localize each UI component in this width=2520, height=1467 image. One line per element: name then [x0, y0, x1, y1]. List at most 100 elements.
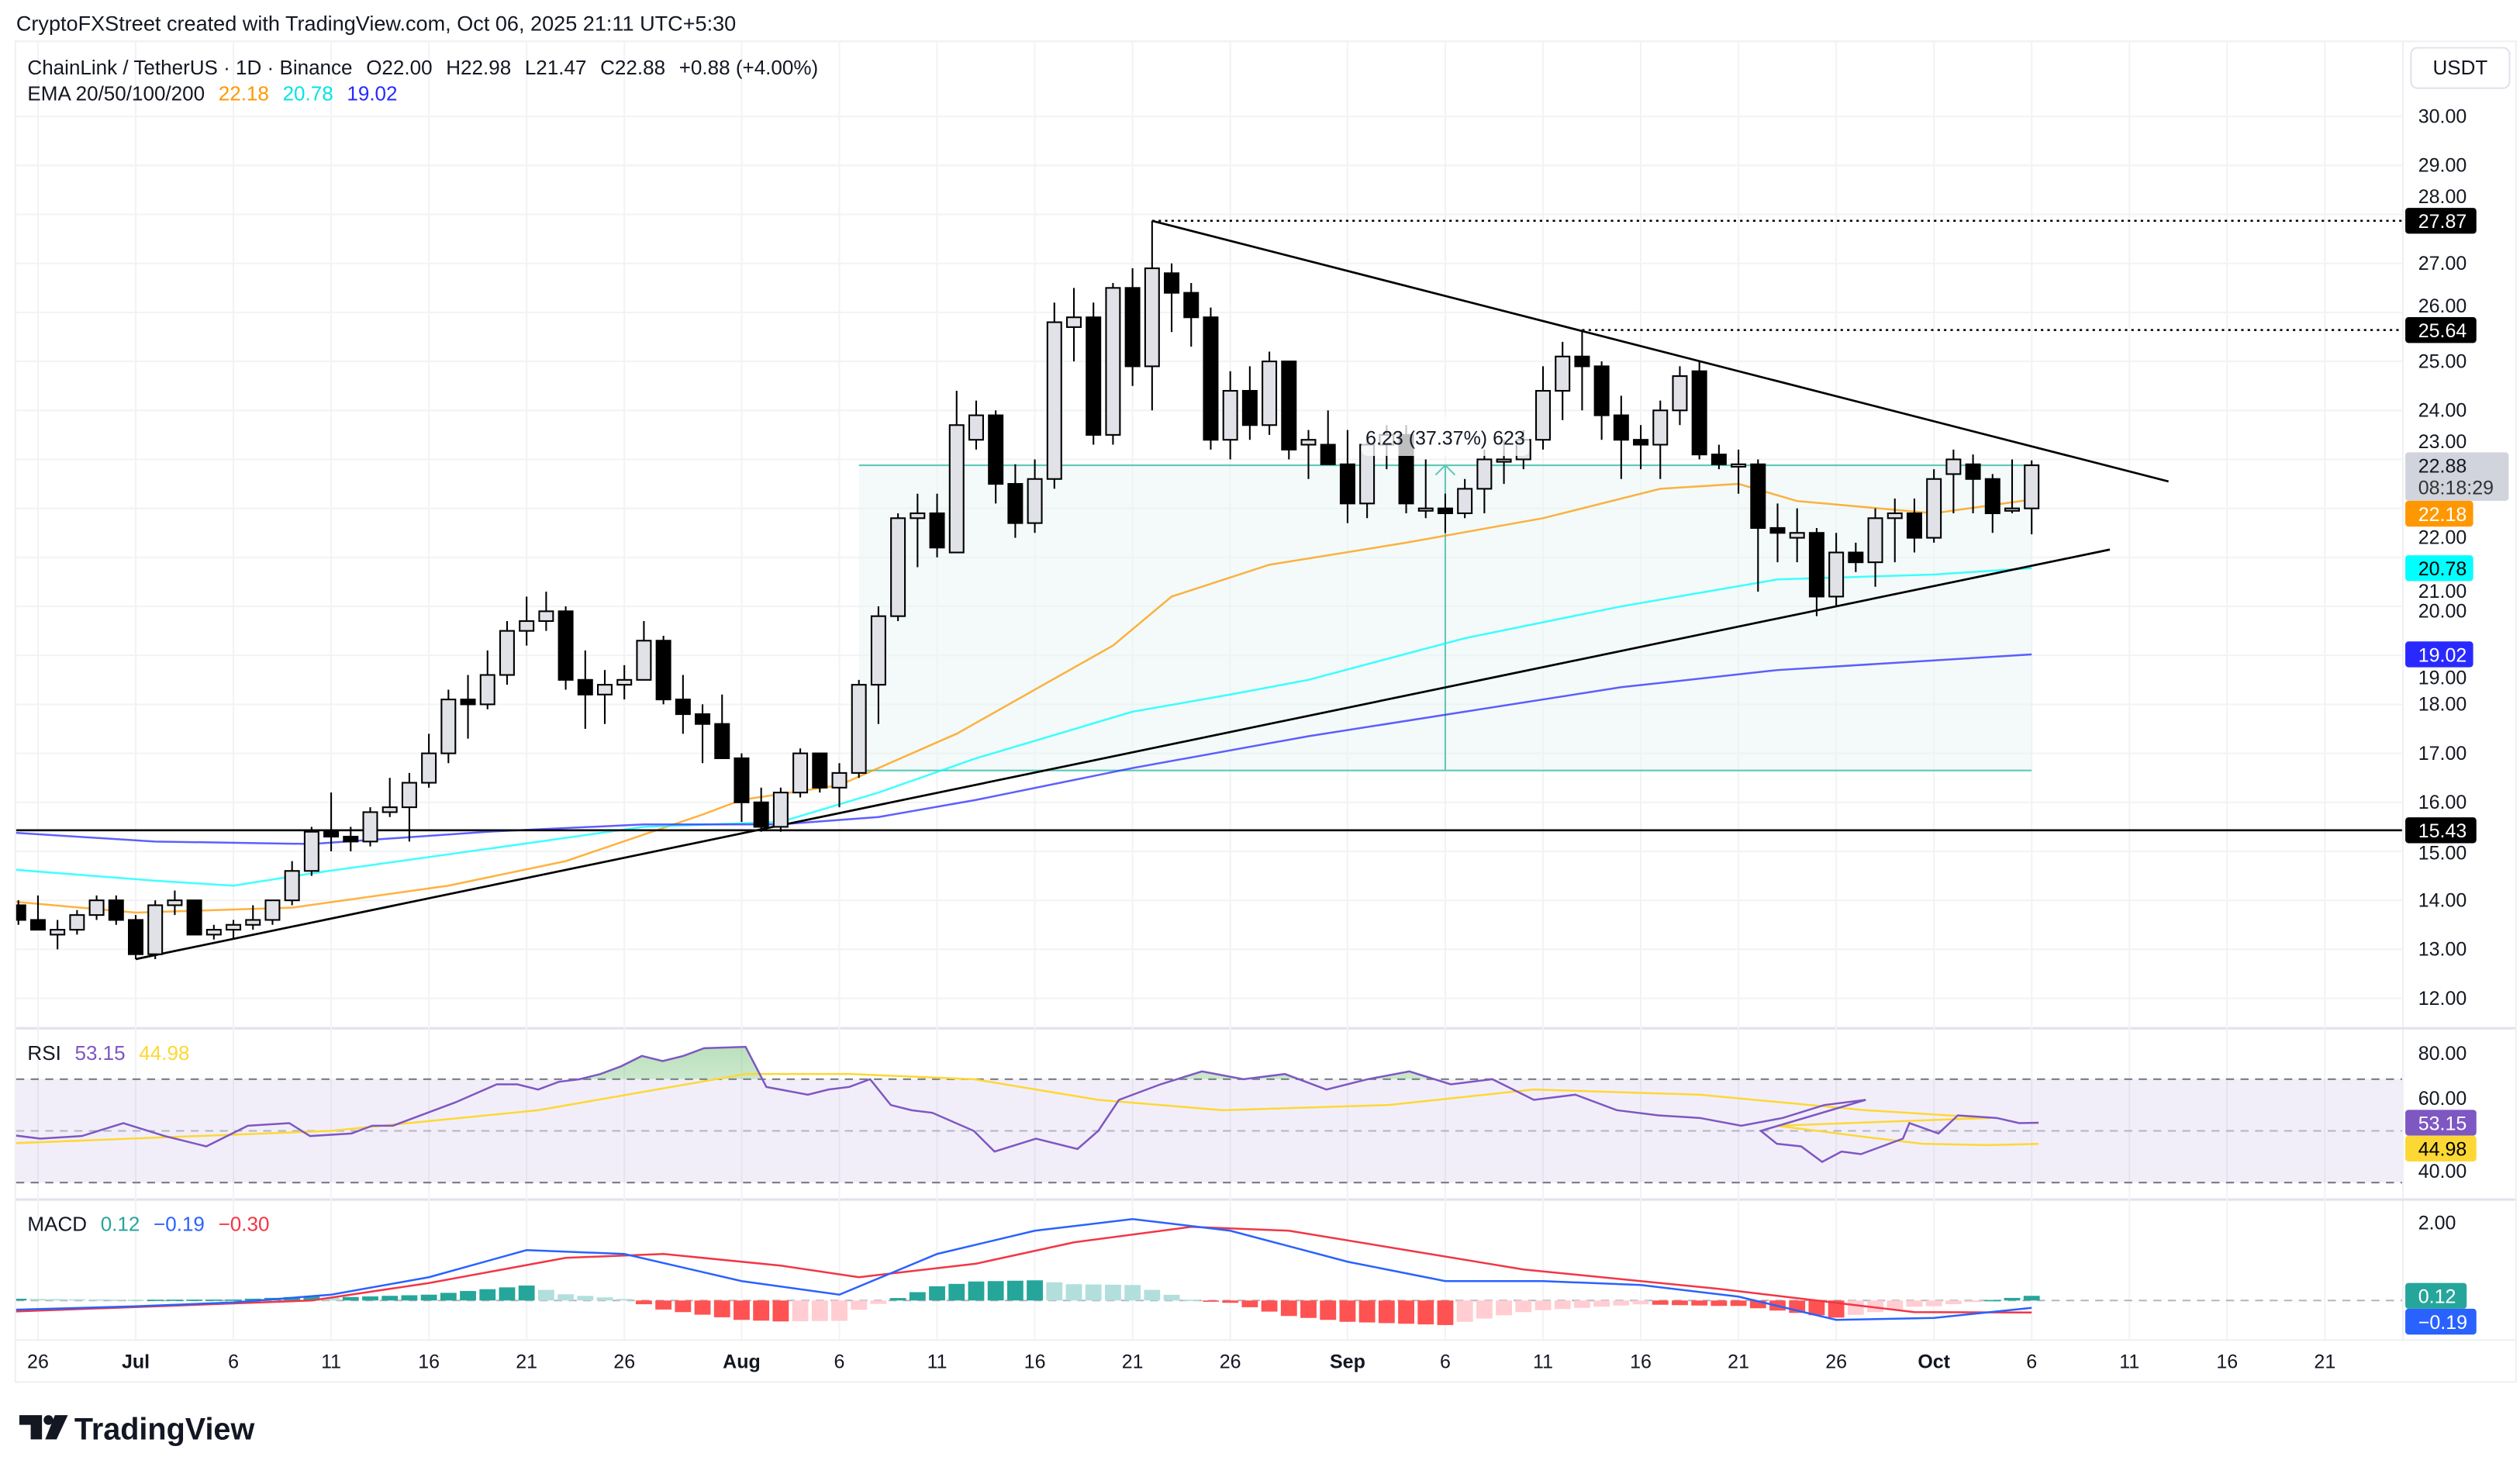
- candle[interactable]: [1457, 478, 1473, 519]
- candle[interactable]: [1027, 459, 1043, 533]
- candle[interactable]: [714, 694, 730, 759]
- candle[interactable]: [655, 635, 671, 705]
- candle[interactable]: [910, 493, 926, 568]
- candle[interactable]: [1417, 459, 1434, 519]
- candle[interactable]: [870, 606, 886, 724]
- candle[interactable]: [50, 920, 66, 950]
- candle[interactable]: [264, 899, 281, 925]
- candle[interactable]: [577, 650, 593, 730]
- candle[interactable]: [499, 620, 515, 685]
- candle[interactable]: [1124, 268, 1141, 386]
- candle[interactable]: [1652, 400, 1669, 479]
- candle[interactable]: [362, 807, 378, 847]
- candle[interactable]: [1769, 503, 1786, 563]
- time-axis[interactable]: 26 Jul 6 11 16 21 26 Aug 6 11 16 21 26 Sep 6 11 16 21 26 Oc…: [27, 1351, 2335, 1373]
- candle[interactable]: [1867, 508, 1883, 587]
- candle[interactable]: [636, 620, 652, 681]
- candle[interactable]: [167, 890, 183, 916]
- candle[interactable]: [1710, 444, 1727, 470]
- candle[interactable]: [1789, 508, 1805, 563]
- candle[interactable]: [343, 827, 359, 851]
- candle[interactable]: [1203, 307, 1219, 450]
- candle[interactable]: [1906, 499, 1922, 553]
- candle[interactable]: [1574, 330, 1590, 411]
- candle[interactable]: [245, 905, 261, 930]
- candle[interactable]: [1339, 430, 1355, 523]
- candle[interactable]: [1593, 361, 1610, 440]
- macd-legend[interactable]: MACD 0.12 −0.19 −0.30: [27, 1213, 269, 1236]
- candle[interactable]: [1300, 430, 1317, 479]
- candle[interactable]: [1691, 361, 1707, 460]
- candle[interactable]: [401, 772, 417, 842]
- candle[interactable]: [597, 670, 613, 724]
- candle[interactable]: [284, 861, 300, 906]
- ascending-trendline[interactable]: [135, 548, 2111, 961]
- candle[interactable]: [1476, 449, 1493, 513]
- candle[interactable]: [205, 924, 222, 940]
- rsi-legend[interactable]: RSI 53.15 44.98: [27, 1041, 189, 1065]
- candle[interactable]: [127, 915, 143, 959]
- candle[interactable]: [1066, 288, 1082, 362]
- candle[interactable]: [519, 596, 535, 646]
- candle[interactable]: [2024, 460, 2040, 535]
- symbol-legend[interactable]: ChainLink / TetherUS · 1D · Binance O22.…: [27, 56, 818, 105]
- candle[interactable]: [1007, 464, 1024, 538]
- candle[interactable]: [460, 675, 476, 739]
- candle[interactable]: [753, 787, 769, 832]
- candle[interactable]: [147, 900, 164, 959]
- candle[interactable]: [69, 910, 85, 935]
- candle[interactable]: [1731, 449, 1747, 494]
- price-axis[interactable]: 30.00 29.00 28.00 27.00 26.00 25.00 24.00 23.00…: [2405, 106, 2509, 1335]
- ema-legend[interactable]: EMA 20/50/100/200 22.18 20.78 19.02: [27, 81, 397, 105]
- candle[interactable]: [1926, 469, 1942, 543]
- candle[interactable]: [695, 704, 711, 764]
- candle[interactable]: [303, 827, 319, 876]
- candle[interactable]: [88, 895, 105, 920]
- candle[interactable]: [929, 493, 945, 557]
- candle[interactable]: [1222, 371, 1238, 460]
- candle[interactable]: [1281, 361, 1297, 460]
- currency-button[interactable]: USDT: [2410, 47, 2511, 89]
- candle[interactable]: [734, 753, 750, 823]
- descending-trendline[interactable]: [1151, 219, 2170, 483]
- candle[interactable]: [421, 734, 437, 788]
- candle[interactable]: [851, 679, 867, 778]
- candle[interactable]: [616, 664, 633, 700]
- candle[interactable]: [1241, 366, 1258, 440]
- candle[interactable]: [812, 752, 828, 793]
- candle[interactable]: [1183, 283, 1200, 347]
- candle[interactable]: [772, 787, 789, 832]
- candle[interactable]: [1672, 366, 1688, 426]
- candle[interactable]: [890, 513, 906, 621]
- candle[interactable]: [108, 895, 124, 925]
- candle[interactable]: [675, 675, 691, 734]
- candle[interactable]: [538, 592, 554, 631]
- candle[interactable]: [12, 900, 26, 925]
- candle[interactable]: [1750, 459, 1766, 592]
- candle[interactable]: [440, 689, 457, 764]
- candle[interactable]: [1535, 366, 1552, 450]
- candle[interactable]: [1105, 283, 1121, 445]
- candle[interactable]: [1144, 220, 1160, 411]
- candle[interactable]: [1808, 527, 1824, 616]
- rsi-pane[interactable]: [0, 1045, 2402, 1184]
- candle[interactable]: [1965, 454, 1981, 513]
- candle[interactable]: [1555, 341, 1571, 420]
- candle[interactable]: [831, 763, 847, 808]
- candle[interactable]: [479, 650, 495, 709]
- candle[interactable]: [948, 391, 965, 554]
- candle[interactable]: [1984, 474, 2000, 533]
- candle[interactable]: [1633, 425, 1649, 470]
- candle[interactable]: [1848, 542, 1864, 572]
- candle[interactable]: [792, 748, 809, 798]
- candle[interactable]: [558, 606, 574, 690]
- candle[interactable]: [1262, 351, 1278, 435]
- candle[interactable]: [381, 778, 398, 817]
- candle[interactable]: [323, 792, 340, 851]
- candle[interactable]: [1086, 302, 1102, 445]
- price-pane[interactable]: 6.23 (37.37%) 623: [0, 219, 2402, 961]
- candle[interactable]: [29, 895, 46, 931]
- candle[interactable]: [1164, 263, 1180, 333]
- candle[interactable]: [186, 899, 202, 936]
- candle[interactable]: [1613, 395, 1629, 479]
